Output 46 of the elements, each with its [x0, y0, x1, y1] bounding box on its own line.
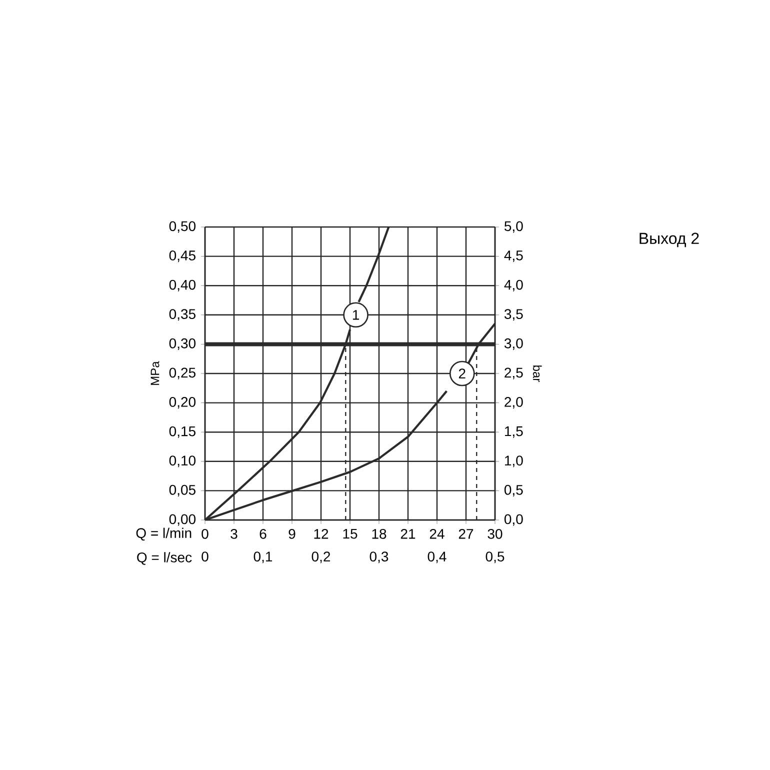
y2-tick-label: 4,0 — [504, 280, 523, 292]
y2-tick-label: 5,0 — [504, 221, 523, 233]
text: Выход 2 — [640, 232, 699, 248]
x2-tick-label: 0 — [202, 552, 208, 562]
y2-tick-label: 3,5 — [504, 309, 523, 321]
x-tick-label: 15 — [343, 528, 358, 539]
y2-tick-label: 1,5 — [505, 426, 523, 438]
x2-tick-label: 0,3 — [370, 552, 388, 564]
y2-tick-label: 2,5 — [504, 368, 523, 380]
y-axis-title: MPa — [150, 361, 160, 385]
x-axis-title: Q = l/min — [136, 528, 192, 541]
y2-tick-label: 0,5 — [504, 484, 523, 496]
x-tick-label: 27 — [458, 528, 474, 539]
x-tick-label: 6 — [260, 528, 266, 539]
y-tick-label: 0,00 — [169, 514, 196, 526]
y-tick-label: 0,50 — [169, 221, 196, 233]
y-tick-label: 0,30 — [169, 338, 196, 350]
x-tick-label: 18 — [372, 528, 386, 539]
x-tick-label: 9 — [288, 528, 296, 539]
x-tick-label: 12 — [314, 528, 328, 539]
x-tick-label: 0 — [202, 528, 208, 539]
y-tick-label: 0,25 — [169, 368, 196, 380]
y-tick-label: 0,15 — [169, 426, 196, 438]
y2-tick-label: 3,0 — [504, 338, 523, 350]
x-tick-label: 3 — [230, 528, 238, 539]
y-tick-label: 0,05 — [169, 484, 196, 496]
y2-tick-label: 1,0 — [505, 456, 523, 468]
y-tick-label: 0,45 — [169, 250, 196, 262]
y-tick-label: 0,40 — [169, 280, 196, 292]
y2-axis-title: bar — [532, 366, 542, 382]
x-tick-label: 30 — [488, 528, 502, 539]
y2-tick-label: 2,0 — [504, 397, 523, 409]
x2-axis-title: Q = l/sec — [137, 552, 192, 565]
y-tick-label: 0,20 — [169, 397, 196, 409]
x-tick-label: 21 — [400, 528, 416, 539]
x-tick-label: 24 — [430, 528, 444, 539]
y-tick-label: 0,35 — [169, 309, 196, 321]
x2-tick-label: 0,4 — [428, 552, 446, 564]
annotation: 2 — [458, 368, 466, 378]
x2-tick-label: 0,5 — [486, 552, 504, 564]
y-tick-label: 0,10 — [169, 456, 196, 468]
y2-tick-label: 0,0 — [504, 514, 523, 526]
x2-tick-label: 0,1 — [254, 552, 272, 564]
annotation: 1 — [352, 310, 359, 320]
x2-tick-label: 0,2 — [312, 552, 330, 564]
y2-tick-label: 4,5 — [504, 250, 523, 262]
